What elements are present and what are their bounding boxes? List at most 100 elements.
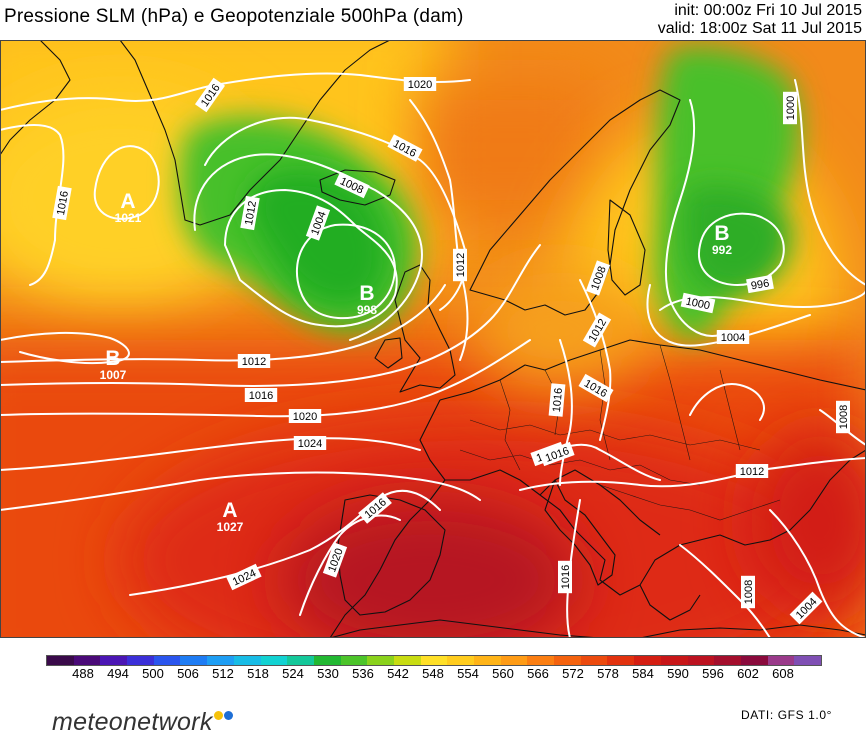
scale-swatch [527,656,555,665]
svg-text:1004: 1004 [721,332,745,344]
pressure-center-letter: A [120,190,135,213]
weather-map: 1016 1020 1016 1016 1012 1004 1008 1012 1000 996 1… [0,40,866,638]
scale-swatch [660,656,688,665]
pressure-center-letter: B [105,347,120,370]
scale-swatch [260,656,288,665]
pressure-center-letter: B [714,222,729,245]
scale-swatch [687,656,715,665]
isobar-label: 1012 [453,248,467,282]
scale-swatch [287,656,314,665]
europe-coast [329,339,866,638]
scale-swatch [100,656,128,665]
scale-tick-label: 518 [247,666,269,681]
pressure-center-value: 998 [357,303,377,317]
isobar-label: 1020 [288,409,322,423]
scale-tick-label: 554 [457,666,479,681]
scale-tick-label: 542 [387,666,409,681]
init-time: init: 00:00z Fri 10 Jul 2015 [674,2,862,19]
isobar-label: 1016 [548,383,566,417]
italy-coast [544,479,616,586]
scale-tick-label: 608 [772,666,794,681]
isobar-label: 1016 [558,560,572,594]
isobar-label: 1012 [735,464,769,478]
scale-swatch [393,656,421,665]
svg-text:1000: 1000 [785,96,797,120]
svg-text:1024: 1024 [298,438,322,450]
isobar-label: 1020 [403,77,437,91]
valid-time: valid: 18:00z Sat 11 Jul 2015 [657,20,862,37]
scale-tick-label: 584 [632,666,654,681]
scale-tick-label: 548 [422,666,444,681]
isobar-label: 1024 [293,436,327,450]
iceland-coast [319,169,396,206]
scale-swatch [634,656,661,665]
pressure-center-value: 1027 [217,520,244,534]
run-info: init: 00:00z Fri 10 Jul 2015 valid: 18:0… [658,2,862,38]
svg-text:996: 996 [750,277,770,292]
svg-text:1012: 1012 [243,200,259,226]
scale-tick-label: 494 [107,666,129,681]
scale-swatch [153,656,181,665]
scale-swatch [207,656,234,665]
scale-tick-label: 590 [667,666,689,681]
land-masses [0,40,866,638]
scandinavia-coast [469,89,681,316]
svg-text:1020: 1020 [293,411,317,423]
isobar-label: 1008 [741,575,755,609]
svg-text:1016: 1016 [55,190,71,216]
scale-swatch [740,656,768,665]
map-title: Pressione SLM (hPa) e Geopotenziale 500h… [4,6,464,27]
isobar-label: 1008 [836,400,850,434]
pressure-center-value: 1007 [100,368,127,382]
isobar-labels: 1016 1020 1016 1016 1012 1004 1008 1012 1000 996 1… [52,77,850,625]
britain-coast [374,264,456,393]
scale-swatch [607,656,635,665]
pressure-center-value: 992 [712,243,732,257]
scale-tick-label: 506 [177,666,199,681]
isobar-label: 996 [746,274,774,294]
pressure-center-value: 1021 [115,211,142,225]
scale-swatch [714,656,741,665]
scale-tick-label: 512 [212,666,234,681]
data-source: DATI: GFS 1.0° [741,708,832,722]
isobar-label: 1000 [680,292,716,314]
isobar-label: 1000 [783,91,797,125]
scale-tick-label: 602 [737,666,759,681]
scale-swatch [180,656,208,665]
scale-swatch [47,656,74,665]
scale-tick-label: 566 [527,666,549,681]
svg-text:1016: 1016 [551,387,565,412]
scale-swatch [447,656,474,665]
scale-tick-label: 488 [72,666,94,681]
scale-swatch [554,656,581,665]
scale-swatch [500,656,528,665]
scale-swatch [73,656,101,665]
svg-text:1016: 1016 [249,390,273,402]
isobar-label: 1012 [237,354,271,368]
svg-text:1008: 1008 [838,405,850,429]
scale-swatch [233,656,261,665]
svg-text:1008: 1008 [743,580,755,604]
scale-tick-label: 578 [597,666,619,681]
scale-tick-label: 560 [492,666,514,681]
scale-tick-label: 536 [352,666,374,681]
isobar-label: 1004 [716,330,750,344]
svg-text:1012: 1012 [242,356,266,368]
scale-tick-label: 596 [702,666,724,681]
scale-swatch [420,656,448,665]
svg-text:1020: 1020 [408,79,432,91]
logo-text: meteonetwork [52,708,213,736]
pressure-center-letter: B [359,282,374,305]
scale-swatch [474,656,501,665]
africa-coast [329,619,866,638]
color-scale-ticks: 488 494 500 506 512 518 524 530 536 542 548 554 560 5… [46,666,820,688]
iberia-coast [337,494,446,616]
scale-swatch [794,656,821,665]
scale-swatch [367,656,394,665]
